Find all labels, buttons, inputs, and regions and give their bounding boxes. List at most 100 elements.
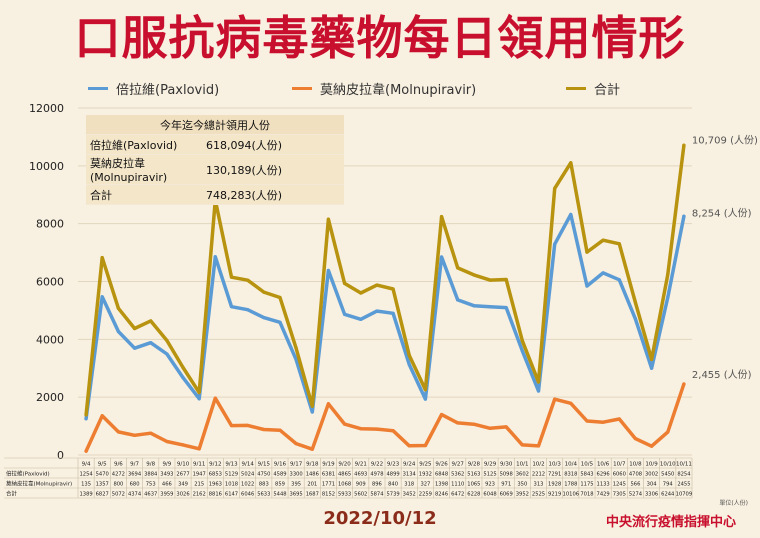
data-point [213, 255, 217, 259]
table-cell: 3300 [290, 472, 303, 478]
table-cell: 883 [259, 482, 269, 488]
data-point [343, 312, 347, 316]
table-cell: 1932 [419, 472, 432, 478]
table-cell: 1068 [338, 482, 351, 488]
table-cell: 3602 [516, 472, 529, 478]
summary-row: 倍拉維(Paxlovid) 618,094(人份) [86, 134, 344, 155]
table-cell: 1963 [209, 482, 222, 488]
footer-organization: 中央流行疫情指揮中心 [605, 515, 736, 530]
data-point [456, 298, 460, 302]
data-point [633, 317, 638, 321]
legend-item-paxlovid: 倍拉維(Paxlovid) [88, 78, 219, 98]
data-point [100, 295, 104, 299]
table-cell: 4750 [257, 472, 270, 478]
table-cell: 1245 [613, 482, 626, 488]
series-line-0 [84, 212, 686, 421]
data-point [553, 186, 557, 191]
data-point [229, 275, 234, 279]
data-point [310, 404, 314, 408]
data-label: 10,709 (人份) [692, 134, 758, 146]
table-cell: 5602 [354, 492, 367, 498]
table-cell: 1687 [306, 492, 319, 498]
data-point [472, 273, 476, 277]
x-tick-label: 10/3 [548, 462, 561, 468]
data-point [100, 414, 104, 418]
data-point [456, 266, 460, 270]
data-point [504, 277, 508, 282]
table-row-label: 莫納皮拉韋(Molnupiravir) [6, 480, 72, 488]
data-point [213, 396, 217, 400]
legend-label-total: 合計 [594, 82, 621, 98]
table-cell: 2162 [193, 492, 206, 498]
table-cell: 5448 [273, 492, 286, 498]
data-point [617, 278, 621, 282]
data-point [149, 431, 153, 435]
data-point [262, 290, 266, 294]
table-cell: 6147 [225, 492, 238, 498]
x-tick-label: 9/5 [98, 462, 107, 468]
unit-note: 單位(人份) [719, 500, 748, 507]
table-cell: 7291 [548, 472, 561, 478]
x-tick-label: 9/27 [452, 462, 465, 468]
table-cell: 5843 [580, 472, 593, 478]
summary-row: 莫納皮拉韋(Molnupiravir) 130,189(人份) [86, 154, 344, 185]
y-tick-label: 12000 [29, 102, 64, 115]
chart-title: 口服抗病毒藥物每日領用情形 [74, 11, 686, 65]
table-cell: 971 [501, 482, 511, 488]
data-point [246, 278, 250, 282]
table-cell: 859 [275, 482, 285, 488]
table-cell: 1486 [306, 472, 319, 478]
table-cell: 349 [178, 482, 188, 488]
table-cell: 10709 [676, 492, 693, 498]
data-point [132, 346, 137, 350]
data-label: 8,254 (人份) [692, 207, 752, 219]
table-cell: 1175 [580, 482, 593, 488]
data-point [569, 161, 573, 165]
table-cell: 327 [420, 482, 430, 488]
data-point [181, 375, 185, 380]
data-point [343, 281, 347, 286]
data-point [569, 212, 573, 217]
data-point [229, 305, 234, 309]
data-point [229, 423, 234, 428]
table-cell: 1018 [225, 482, 238, 488]
table-cell: 1065 [467, 482, 480, 488]
table-cell: 201 [307, 482, 317, 488]
table-cell: 6048 [483, 492, 496, 498]
table-cell: 3026 [176, 492, 189, 498]
x-tick-label: 9/30 [500, 462, 513, 468]
data-point [359, 291, 363, 295]
data-point [682, 143, 686, 147]
table-cell: 6060 [613, 472, 626, 478]
data-point [149, 319, 153, 323]
table-cell: 6244 [661, 492, 675, 498]
table-cell: 5072 [112, 492, 125, 498]
data-point [633, 437, 638, 441]
table-cell: 566 [630, 482, 640, 488]
data-label: 2,455 (人份) [692, 369, 752, 381]
table-cell: 313 [534, 482, 544, 488]
table-cell: 3694 [128, 472, 142, 478]
x-tick-label: 10/4 [565, 462, 578, 468]
table-cell: 3134 [403, 472, 417, 478]
table-cell: 4708 [629, 472, 642, 478]
data-point [488, 278, 492, 282]
summary-row-value: 618,094(人份) [202, 134, 344, 155]
table-cell: 4374 [128, 492, 142, 498]
table-cell: 3002 [645, 472, 658, 478]
summary-row-value: 748,283(人份) [202, 184, 344, 205]
table-cell: 8816 [209, 492, 222, 498]
data-point [601, 420, 605, 424]
table-cell: 1254 [79, 472, 93, 478]
table-cell: 3452 [403, 492, 416, 498]
data-point [423, 388, 427, 392]
x-tick-label: 9/11 [193, 462, 205, 468]
data-point [116, 329, 120, 334]
table-cell: 6296 [597, 472, 610, 478]
legend-swatch-molnupiravir [292, 86, 312, 90]
table-cell: 8318 [564, 472, 577, 478]
summary-row-value: 130,189(人份) [202, 154, 344, 185]
data-point [197, 397, 201, 401]
table-cell: 395 [291, 482, 301, 488]
data-point [278, 295, 282, 300]
